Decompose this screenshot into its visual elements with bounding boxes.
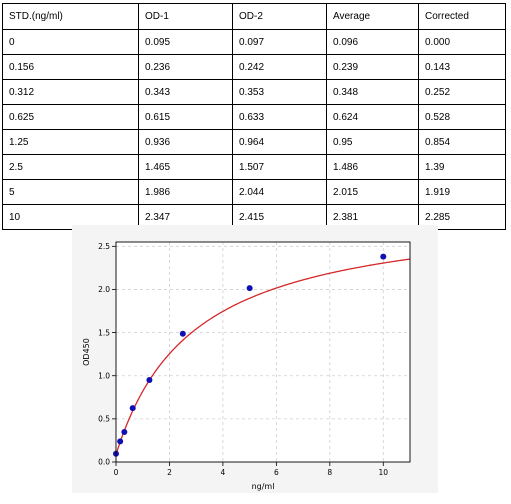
table-row: 0.156 0.236 0.242 0.239 0.143	[2, 54, 506, 80]
standard-curve-chart: 0 2 4 6 8 10 0.0 0.5 1.0 1.5 2.0 2.5 ng/ml OD450	[82, 241, 411, 491]
table-cell: 2.015	[326, 179, 419, 205]
y-tick-label: 1.0	[98, 371, 110, 380]
y-tick-label: 0.0	[98, 458, 110, 467]
table-cell: 0.156	[2, 54, 139, 80]
x-tick-label: 2	[167, 468, 172, 477]
plot-frame	[115, 241, 411, 463]
table-header-row: STD.(ng/ml) OD-1 OD-2 Average Corrected	[2, 3, 506, 30]
table-cell: 0.312	[2, 79, 139, 105]
table-cell: 0.95	[326, 129, 419, 155]
table-row: 0.625 0.615 0.633 0.624 0.528	[2, 104, 506, 130]
standard-curve-table: STD.(ng/ml) OD-1 OD-2 Average Corrected 0 0.09…	[2, 3, 506, 230]
y-tick-label: 1.5	[98, 328, 110, 337]
table-cell: 1.486	[326, 154, 419, 180]
table-cell: 0.353	[232, 79, 327, 105]
plot-area	[116, 242, 410, 462]
y-tick-label: 0.5	[98, 415, 110, 424]
table-cell: 1.919	[418, 179, 506, 205]
table-cell: 0.615	[138, 104, 233, 130]
data-point	[246, 285, 253, 292]
table-cell: 0.097	[232, 29, 327, 55]
table-cell: 1.25	[2, 129, 139, 155]
table-cell: 0.625	[2, 104, 139, 130]
table-cell: 0.242	[232, 54, 327, 80]
table-cell: 0.348	[326, 79, 419, 105]
table-cell: 0.143	[418, 54, 506, 80]
table-cell: 0.964	[232, 129, 327, 155]
x-tick-label: 6	[274, 468, 279, 477]
table-cell: 0.239	[326, 54, 419, 80]
data-point	[146, 377, 153, 384]
table-cell: 0	[2, 29, 139, 55]
table-cell: 0.528	[418, 104, 506, 130]
data-point	[121, 428, 128, 435]
table-header-cell: OD-2	[232, 3, 327, 30]
table-cell: 0.624	[326, 104, 419, 130]
fit-curve	[115, 258, 411, 455]
table-cell: 0.096	[326, 29, 419, 55]
table-header-cell: Corrected	[418, 3, 506, 30]
table-cell: 0.633	[232, 104, 327, 130]
table-row: 1.25 0.936 0.964 0.95 0.854	[2, 129, 506, 155]
table-cell: 0.095	[138, 29, 233, 55]
table-cell: 0.236	[138, 54, 233, 80]
table-cell: 0.252	[418, 79, 506, 105]
table-header-cell: OD-1	[138, 3, 233, 30]
table-cell: 1.507	[232, 154, 327, 180]
table-cell: 5	[2, 179, 139, 205]
table-row: 5 1.986 2.044 2.015 1.919	[2, 179, 506, 205]
table-cell: 0.000	[418, 29, 506, 55]
table-cell: 1.986	[138, 179, 233, 205]
x-tick-label: 8	[327, 468, 332, 477]
y-axis-label: OD450	[82, 338, 91, 366]
x-tick-label: 0	[114, 468, 119, 477]
table-cell: 1.465	[138, 154, 233, 180]
x-axis-label: ng/ml	[252, 482, 275, 491]
table-cell: 1.39	[418, 154, 506, 180]
table-cell: 0.854	[418, 129, 506, 155]
table-header-cell: Average	[326, 3, 419, 30]
table-cell: 0.936	[138, 129, 233, 155]
x-tick-label: 4	[221, 468, 226, 477]
data-point	[179, 330, 186, 337]
chart-panel: 0 2 4 6 8 10 0.0 0.5 1.0 1.5 2.0 2.5 ng/ml OD450	[72, 225, 438, 493]
y-tick-label: 2.5	[98, 242, 110, 251]
table-row: 2.5 1.465 1.507 1.486 1.39	[2, 154, 506, 180]
table-cell: 0.343	[138, 79, 233, 105]
data-point	[380, 253, 387, 260]
table-row: 0 0.095 0.097 0.096 0.000	[2, 29, 506, 55]
table-cell: 2.5	[2, 154, 139, 180]
table-row: 0.312 0.343 0.353 0.348 0.252	[2, 79, 506, 105]
data-point	[117, 438, 124, 445]
x-tick-label: 10	[378, 468, 388, 477]
table-header-cell: STD.(ng/ml)	[2, 3, 139, 30]
data-point	[129, 405, 136, 412]
y-tick-label: 2.0	[98, 285, 110, 294]
table-cell: 2.044	[232, 179, 327, 205]
